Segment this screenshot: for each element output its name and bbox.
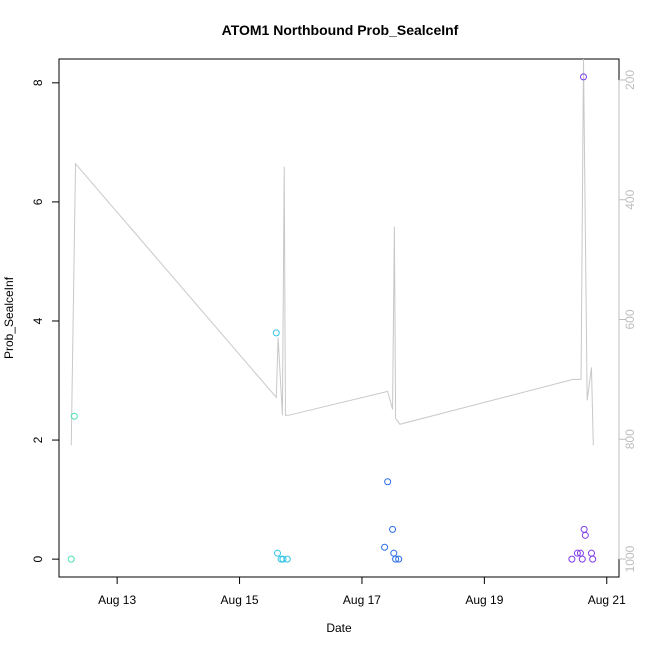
data-point bbox=[390, 549, 398, 557]
data-point bbox=[381, 543, 389, 551]
data-point bbox=[70, 412, 78, 420]
x-tick-label: Aug 13 bbox=[98, 593, 136, 607]
x-tick-label: Aug 17 bbox=[343, 593, 381, 607]
right-tick-label: 200 bbox=[623, 70, 637, 90]
x-tick-label: Aug 19 bbox=[465, 593, 503, 607]
data-point bbox=[392, 555, 400, 563]
y-tick-label: 0 bbox=[31, 555, 45, 562]
data-point bbox=[384, 478, 392, 486]
data-point bbox=[568, 555, 576, 563]
y-tick-label: 2 bbox=[31, 436, 45, 443]
data-point bbox=[395, 555, 403, 563]
x-axis-label: Date bbox=[326, 621, 352, 635]
data-point bbox=[580, 525, 588, 533]
data-point bbox=[589, 555, 597, 563]
data-point bbox=[389, 525, 397, 533]
data-point bbox=[581, 531, 589, 539]
data-point bbox=[580, 73, 588, 81]
y-axis-label: Prob_SealceInf bbox=[2, 276, 16, 359]
y-axis: 0 2 4 6 8 bbox=[31, 79, 60, 562]
data-point bbox=[272, 329, 280, 337]
y-tick-label: 6 bbox=[31, 198, 45, 205]
probability-points-series bbox=[67, 73, 597, 563]
data-point bbox=[578, 555, 586, 563]
depth-line bbox=[70, 58, 594, 446]
right-tick-label: 800 bbox=[623, 429, 637, 449]
data-point bbox=[273, 549, 281, 557]
x-tick-label: Aug 21 bbox=[588, 593, 626, 607]
chart-title: ATOM1 Northbound Prob_SealceInf bbox=[222, 22, 459, 38]
right-axis: 200 400 600 800 1000 bbox=[618, 70, 637, 572]
data-point bbox=[587, 549, 595, 557]
data-point bbox=[67, 555, 75, 563]
data-point bbox=[283, 555, 291, 563]
right-tick-label: 1000 bbox=[623, 545, 637, 572]
y-tick-label: 4 bbox=[31, 317, 45, 324]
right-tick-label: 400 bbox=[623, 189, 637, 209]
x-axis: Aug 13 Aug 15 Aug 17 Aug 19 Aug 21 bbox=[98, 576, 626, 607]
data-point bbox=[279, 555, 287, 563]
right-tick-label: 600 bbox=[623, 309, 637, 329]
depth-line-series bbox=[70, 58, 594, 446]
x-tick-label: Aug 15 bbox=[221, 593, 259, 607]
data-point bbox=[573, 549, 581, 557]
plot-frame bbox=[58, 58, 620, 578]
y-tick-label: 8 bbox=[31, 79, 45, 86]
